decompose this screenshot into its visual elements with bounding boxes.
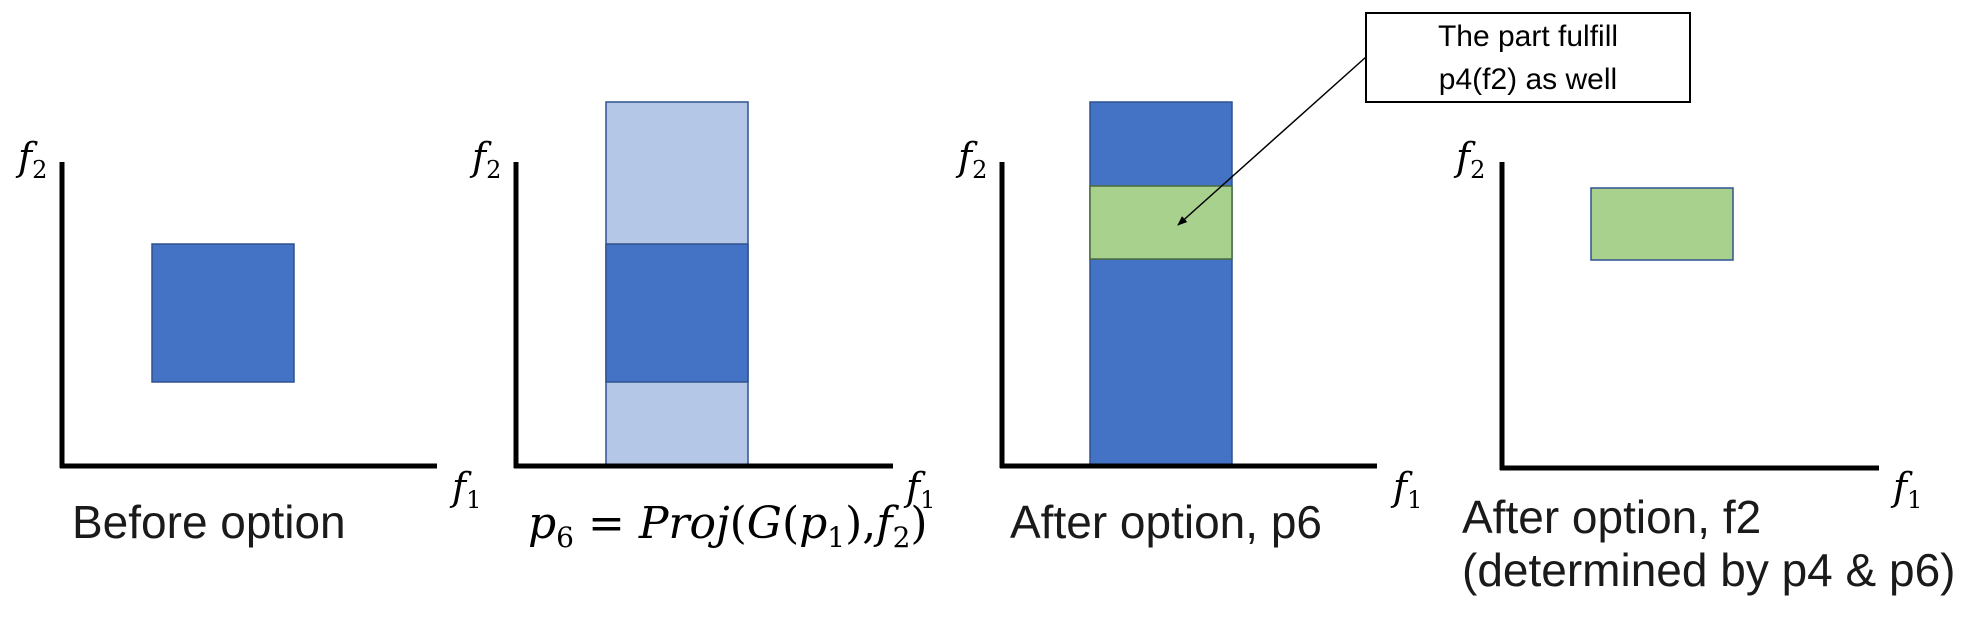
final-region-rect	[1590, 187, 1734, 261]
x-axis-label: f1	[1390, 465, 1422, 514]
overlap-region-rect	[1089, 185, 1233, 260]
panel-after-option-p6: f2 f1 After option, p6	[955, 101, 1422, 548]
panel-before-option: f2 f1 Before option	[15, 135, 481, 548]
panel-projection: f2 f1 p6 = Proj(G(p1),f2)	[469, 101, 935, 554]
formula-close-paren: )	[910, 498, 927, 549]
formula-g-open: (	[782, 498, 799, 549]
formula-f-sub: 2	[893, 521, 911, 554]
axis-label-sub: 2	[32, 156, 47, 184]
x-axis-label: f1	[449, 465, 481, 514]
formula-p: p	[528, 498, 556, 549]
axis-label-sub: 1	[466, 486, 481, 514]
panel-caption-line-2: (determined by p4 & p6)	[1462, 544, 1956, 596]
axis-label-sub: 1	[920, 486, 935, 514]
y-axis-label: f2	[15, 135, 47, 184]
projection-formula: p6 = Proj(G(p1),f2)	[528, 498, 928, 554]
formula-g-close: ),	[845, 498, 876, 549]
callout-line-1: The part fulfill	[1438, 20, 1618, 53]
original-region-rect	[605, 243, 749, 383]
panel-caption: Before option	[72, 496, 346, 548]
axis-label-sub: 2	[1470, 156, 1485, 184]
panel-caption: After option, p6	[1010, 496, 1322, 548]
callout: The part fulfill p4(f2) as well	[1177, 12, 1691, 226]
callout-box	[1365, 12, 1691, 103]
y-axis-label: f2	[1453, 135, 1485, 184]
region-p6-rect	[1089, 101, 1233, 467]
feasible-region-rect	[151, 243, 295, 383]
panel-caption-line-1: After option, f2	[1462, 491, 1761, 543]
axis-label-sub: 2	[972, 156, 987, 184]
y-axis-label: f2	[469, 135, 501, 184]
axis-label-sub: 1	[1907, 486, 1922, 514]
formula-equals: =	[574, 498, 639, 549]
axis-label-sub: 1	[1407, 486, 1422, 514]
y-axis-label: f2	[955, 135, 987, 184]
x-axis-label: f1	[1890, 465, 1922, 514]
formula-proj: Proj	[638, 498, 730, 549]
callout-arrow	[1177, 56, 1367, 226]
formula-p-sub: 6	[556, 521, 574, 554]
callout-line-2: p4(f2) as well	[1439, 63, 1617, 96]
formula-p1-sub: 1	[827, 521, 845, 554]
formula-open-paren: (	[730, 498, 747, 549]
formula-g: G	[747, 498, 782, 549]
axis-label-sub: 2	[486, 156, 501, 184]
formula-p1: p	[799, 498, 827, 549]
panel-after-option-f2: f2 f1 After option, f2 (determined by p4…	[1453, 135, 1956, 596]
